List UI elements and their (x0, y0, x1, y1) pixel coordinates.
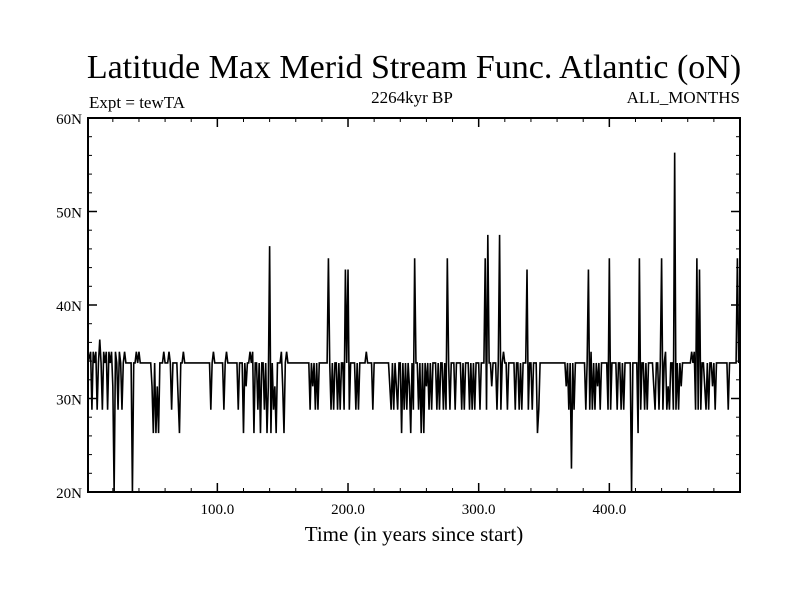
period-label: 2264kyr BP (371, 88, 453, 107)
y-tick-label: 40N (56, 299, 82, 315)
x-tick-label: 200.0 (331, 502, 365, 518)
x-tick-label: 100.0 (200, 502, 234, 518)
y-tick-label: 60N (56, 112, 82, 128)
plot-frame (87, 117, 741, 493)
data-series-line (87, 152, 741, 493)
x-tick-label: 300.0 (462, 502, 496, 518)
experiment-label: Expt = tewTA (89, 93, 186, 112)
x-axis-label: Time (in years since start) (305, 522, 524, 546)
y-tick-label: 20N (56, 486, 82, 502)
months-label: ALL_MONTHS (627, 88, 740, 107)
x-tick-label: 400.0 (592, 502, 626, 518)
y-tick-label: 30N (56, 393, 82, 409)
chart-title: Latitude Max Merid Stream Func. Atlantic… (87, 49, 741, 86)
y-axis: 20N 30N 40N 50N 60N (56, 112, 740, 502)
y-tick-label: 50N (56, 206, 82, 222)
